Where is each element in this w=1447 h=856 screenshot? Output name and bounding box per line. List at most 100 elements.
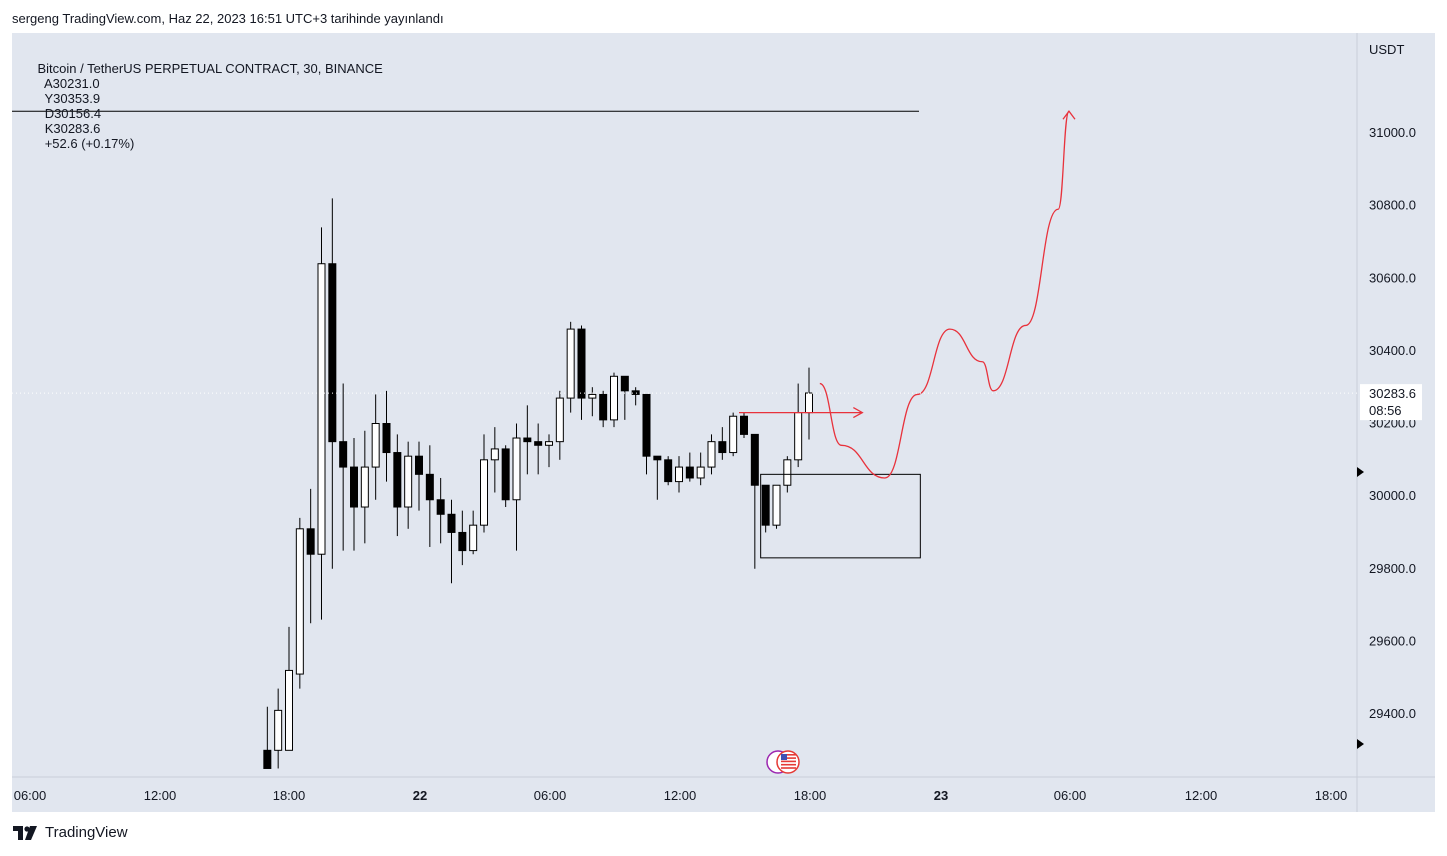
candle-body (360, 466, 369, 508)
candle-body (805, 392, 813, 414)
symbol-name[interactable]: Bitcoin / TetherUS PERPETUAL CONTRACT, 3… (37, 61, 383, 76)
tradingview-logo-icon (13, 825, 37, 840)
candle-body (447, 513, 456, 533)
candle (393, 434, 402, 537)
candle (382, 390, 391, 482)
candle-body (675, 466, 683, 483)
candle (729, 412, 738, 457)
candle (480, 434, 488, 533)
candle (295, 517, 304, 689)
economic-event-icon[interactable] (766, 750, 800, 774)
candle-body (783, 459, 792, 486)
candle (588, 387, 597, 417)
chart-area[interactable]: 29400.0 29600.0 29800.0 30000.0 30200.0 30400… (12, 33, 1435, 812)
price-tick-label: 29800.0 (1369, 561, 1416, 576)
scroll-marker-icon[interactable] (1357, 739, 1364, 749)
candle-body (306, 528, 315, 555)
candle-body (642, 393, 651, 457)
candle-body (480, 459, 488, 526)
candle-body (295, 528, 304, 675)
candle (718, 427, 727, 460)
candle-body (350, 466, 358, 508)
price-tick-label: 30600.0 (1369, 270, 1416, 285)
projection-path-drawing[interactable] (819, 110, 1070, 479)
candle (350, 438, 358, 551)
time-tick-label: 23 (934, 788, 948, 803)
candle-body (263, 749, 272, 769)
candle (545, 434, 553, 468)
time-tick-label: 18:00 (1315, 788, 1348, 803)
candle (631, 387, 640, 406)
candle-body (664, 459, 673, 483)
candle (274, 688, 283, 769)
candle-body (761, 484, 770, 526)
time-tick-label: 12:00 (664, 788, 697, 803)
projection-arrow-head (1062, 110, 1076, 120)
candle (415, 441, 423, 511)
candle-body (718, 441, 727, 454)
candle (610, 372, 618, 428)
tradingview-logo[interactable]: TradingView (13, 824, 128, 841)
candle-body (317, 263, 326, 555)
time-tick-label: 18:00 (273, 788, 306, 803)
candle-body (772, 484, 781, 526)
time-tick-label: 12:00 (144, 788, 177, 803)
candle (328, 198, 337, 569)
time-tick-label: 12:00 (1185, 788, 1218, 803)
candle (620, 375, 629, 420)
candle-body (599, 393, 608, 421)
symbol-legend[interactable]: Bitcoin / TetherUS PERPETUAL CONTRACT, 3… (23, 46, 383, 166)
candle-body (729, 415, 738, 454)
price-tick-label: 31000.0 (1369, 125, 1416, 140)
price-scale-unit[interactable]: USDT (1369, 42, 1405, 57)
candle-body (415, 455, 423, 475)
publish-caption: sergeng TradingView.com, Haz 22, 2023 16… (12, 11, 444, 26)
candle (685, 452, 694, 482)
zone-rectangle[interactable] (760, 473, 921, 559)
candle-body (393, 452, 402, 508)
candle-body (555, 397, 564, 443)
price-tick-label: 30800.0 (1369, 198, 1416, 213)
candle (675, 456, 683, 493)
candle (696, 452, 705, 486)
candle (425, 445, 434, 547)
chart-canvas[interactable]: 29400.029600.029800.030000.030200.030400… (12, 33, 1435, 812)
candle-body (653, 455, 662, 461)
ohlc-open: A30231.0 (43, 76, 100, 91)
candle (404, 441, 413, 529)
time-tick-label: 06:00 (534, 788, 567, 803)
candle-body (740, 415, 748, 435)
candle-body (610, 375, 618, 421)
arrow-head (853, 407, 864, 419)
candle-body (501, 448, 510, 501)
candle (306, 488, 315, 624)
time-tick-label: 18:00 (794, 788, 827, 803)
candle (501, 445, 510, 508)
candle-body (371, 423, 380, 468)
candle (653, 455, 662, 500)
candle (555, 390, 564, 460)
candle (794, 383, 803, 468)
time-tick-label: 22 (413, 788, 427, 803)
candle-body (545, 441, 553, 446)
candle (577, 325, 586, 420)
price-tick-label: 29600.0 (1369, 633, 1416, 648)
candle-body (404, 455, 413, 508)
scroll-marker-icon[interactable] (1357, 467, 1364, 477)
candle (436, 477, 445, 544)
candle (805, 367, 813, 440)
candle-body (620, 375, 629, 392)
time-tick-label: 06:00 (14, 788, 47, 803)
last-price-label: 30283.6 (1369, 386, 1416, 401)
candle-body (566, 328, 575, 399)
candle (534, 423, 543, 475)
candle (339, 383, 348, 551)
candle (599, 390, 608, 428)
candle-body (685, 466, 694, 479)
candles-layer (263, 198, 813, 769)
candle (458, 510, 467, 566)
candle-body (382, 423, 391, 454)
candle (664, 456, 673, 486)
time-tick-label: 06:00 (1054, 788, 1087, 803)
candle-body (577, 328, 586, 399)
